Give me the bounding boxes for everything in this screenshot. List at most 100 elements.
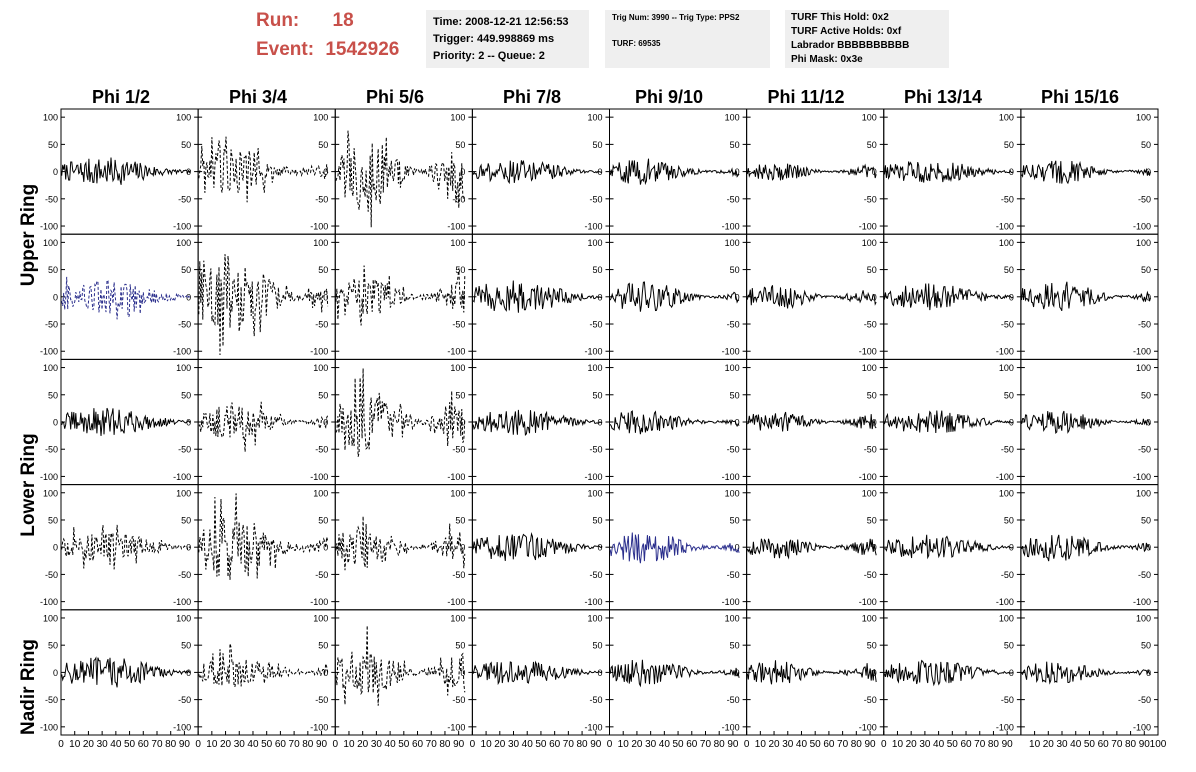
x-tick-label: 70 (837, 739, 849, 750)
waveform-trace (335, 265, 466, 326)
y-tick-label: 50 (592, 140, 602, 150)
y-tick-label: -50 (1001, 320, 1014, 330)
waveform-trace (1021, 534, 1151, 562)
y-tick-label: 100 (176, 238, 191, 248)
y-tick-label: -100 (859, 722, 877, 732)
y-tick-label: -50 (589, 320, 602, 330)
x-tick-label: 0 (470, 739, 476, 750)
y-tick-label: 100 (313, 613, 328, 623)
x-tick-label: 40 (385, 739, 397, 750)
panel-frame (746, 358, 885, 486)
y-tick-label: -100 (173, 347, 191, 357)
run-label-text: Run: (256, 10, 300, 31)
column-label-phi-9-10: Phi 9/10 (634, 87, 704, 107)
y-tick-label: -100 (722, 222, 740, 232)
y-tick-label: -100 (859, 472, 877, 482)
x-tick-label: 70 (151, 739, 163, 750)
y-tick-label: 100 (43, 238, 58, 248)
y-tick-label: 50 (181, 140, 191, 150)
y-tick-label: -50 (727, 695, 740, 705)
waveform-trace (335, 368, 466, 457)
turf-this-hold-line: TURF This Hold: 0x2 (791, 12, 889, 23)
trigger-line: Trigger: 449.998869 ms (433, 33, 555, 45)
y-tick-label: 100 (43, 363, 58, 373)
x-tick-label: 30 (1056, 739, 1068, 750)
y-tick-label: 50 (48, 265, 58, 275)
y-tick-label: 100 (176, 488, 191, 498)
x-tick-label: 20 (220, 739, 232, 750)
y-tick-label: 100 (587, 238, 602, 248)
x-tick-label: 50 (261, 739, 273, 750)
y-tick-label: 50 (318, 515, 328, 525)
x-tick-label: 80 (577, 739, 589, 750)
x-tick-label: 90 (1139, 739, 1151, 750)
y-tick-label: -100 (173, 597, 191, 607)
x-tick-label: 90 (179, 739, 191, 750)
y-tick-label: 50 (455, 515, 465, 525)
y-tick-label: 50 (318, 265, 328, 275)
y-tick-label: 100 (862, 238, 877, 248)
y-tick-label: -100 (584, 222, 602, 232)
x-tick-label: 30 (919, 739, 931, 750)
time-line: Time: 2008-12-21 12:56:53 (433, 16, 569, 28)
x-tick-label: 20 (357, 739, 369, 750)
x-tick-label: 0 (195, 739, 201, 750)
y-tick-label: 100 (725, 613, 740, 623)
x-tick-label: 70 (700, 739, 712, 750)
y-tick-label: 50 (1004, 265, 1014, 275)
y-tick-label: -50 (315, 320, 328, 330)
y-tick-label: -100 (584, 722, 602, 732)
y-tick-label: 100 (1136, 613, 1151, 623)
x-tick-label: 40 (933, 739, 945, 750)
x-tick-label: 70 (289, 739, 301, 750)
y-tick-label: 50 (455, 390, 465, 400)
y-tick-label: 0 (460, 668, 465, 678)
y-tick-label: 100 (450, 488, 465, 498)
y-tick-label: -50 (727, 194, 740, 204)
y-tick-label: 50 (181, 641, 191, 651)
x-tick-label: 90 (864, 739, 876, 750)
y-tick-label: 100 (176, 363, 191, 373)
waveform-trace (472, 160, 603, 185)
y-tick-label: -50 (1001, 194, 1014, 204)
y-tick-label: -100 (447, 347, 465, 357)
y-tick-label: -50 (315, 445, 328, 455)
x-tick-label: 50 (398, 739, 410, 750)
y-tick-label: 100 (587, 488, 602, 498)
y-tick-label: -50 (178, 695, 191, 705)
x-tick-label: 0 (332, 739, 338, 750)
x-tick-label: 60 (412, 739, 424, 750)
y-tick-label: 100 (1136, 363, 1151, 373)
y-tick-label: 0 (186, 668, 191, 678)
x-tick-label: 40 (659, 739, 671, 750)
y-tick-label: -100 (859, 222, 877, 232)
y-tick-label: 0 (53, 543, 58, 553)
y-tick-label: 0 (735, 543, 740, 553)
y-tick-label: 100 (313, 238, 328, 248)
x-tick-label: 80 (439, 739, 451, 750)
y-tick-label: 50 (1141, 641, 1151, 651)
y-tick-label: 100 (43, 613, 58, 623)
x-tick-label: 10 (892, 739, 904, 750)
y-tick-label: -50 (727, 570, 740, 580)
y-tick-label: 100 (450, 363, 465, 373)
panel-frame (197, 233, 336, 360)
waveform-trace (198, 493, 329, 580)
x-tick-label: 60 (1098, 739, 1110, 750)
y-tick-label: -100 (584, 347, 602, 357)
waveform-trace (746, 285, 877, 309)
waveform-trace (746, 411, 877, 432)
y-tick-label: 50 (867, 390, 877, 400)
y-tick-label: 0 (323, 543, 328, 553)
y-tick-label: 100 (999, 363, 1014, 373)
y-tick-label: -100 (447, 222, 465, 232)
panel-frame (197, 108, 336, 235)
waveform-trace (335, 625, 466, 706)
y-tick-label: 50 (48, 390, 58, 400)
column-label-phi-7-8: Phi 7/8 (502, 87, 562, 107)
y-tick-label: -50 (1001, 445, 1014, 455)
y-tick-label: -100 (310, 222, 328, 232)
y-tick-label: -100 (310, 347, 328, 357)
y-tick-label: 50 (730, 390, 740, 400)
x-tick-label: 30 (645, 739, 657, 750)
